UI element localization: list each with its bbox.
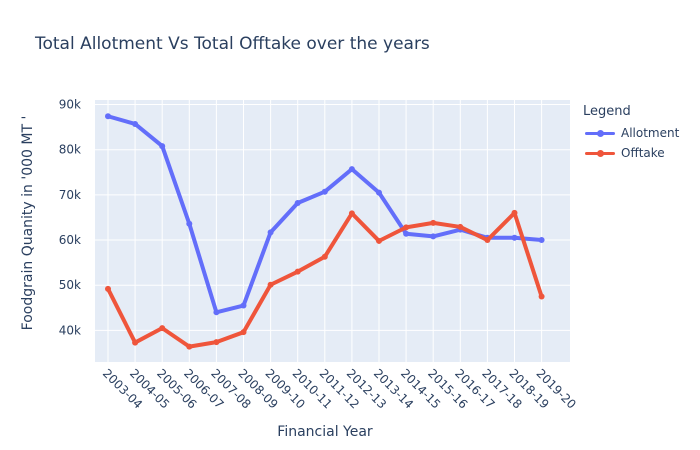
y-tick-label: 60k	[59, 233, 81, 247]
legend-item-offtake[interactable]: Offtake	[583, 143, 679, 163]
chart-title: Total Allotment Vs Total Offtake over th…	[35, 34, 430, 54]
data-point	[267, 229, 274, 236]
data-point	[511, 209, 518, 216]
y-tick-label: 90k	[59, 98, 81, 112]
data-point	[457, 223, 464, 230]
data-point	[186, 220, 193, 227]
data-point	[538, 293, 545, 300]
x-axis-ticks: 2003-042004-052005-062006-072007-082008-…	[100, 366, 579, 411]
y-axis-ticks: 40k 50k 60k 70k 80k 90k	[59, 98, 81, 338]
y-tick-label: 40k	[59, 323, 81, 337]
legend-label: Offtake	[621, 146, 665, 160]
data-point	[240, 302, 247, 309]
data-point	[376, 237, 382, 244]
data-point	[240, 329, 247, 336]
data-point	[430, 233, 437, 240]
data-point	[132, 339, 139, 346]
series-offtake	[105, 209, 545, 350]
legend-item-allotment[interactable]: Allotment	[583, 123, 679, 143]
data-point	[213, 309, 220, 316]
data-point	[430, 219, 437, 226]
legend: Legend Allotment Offtake	[583, 104, 679, 163]
plot-area	[95, 100, 570, 362]
data-point	[294, 268, 301, 275]
data-point	[105, 285, 111, 292]
y-tick-label: 80k	[59, 143, 81, 157]
data-point	[321, 253, 328, 260]
data-point	[403, 230, 410, 237]
legend-swatch	[583, 146, 617, 160]
data-point	[348, 166, 355, 173]
legend-title: Legend	[583, 104, 631, 119]
y-tick-label: 70k	[59, 188, 81, 202]
data-point	[538, 237, 545, 244]
data-point	[511, 234, 518, 241]
data-point	[484, 237, 491, 244]
data-point	[132, 120, 139, 127]
data-point	[348, 210, 355, 217]
y-axis-label: Foodgrain Quanity in '000 MT '	[20, 116, 36, 331]
data-point	[376, 189, 382, 196]
series-group	[105, 113, 545, 350]
data-point	[294, 199, 301, 206]
x-axis-label: Financial Year	[277, 424, 373, 440]
data-point	[105, 113, 111, 120]
data-point	[267, 281, 274, 288]
data-point	[159, 143, 166, 150]
data-point	[213, 339, 220, 346]
legend-swatch	[583, 126, 617, 140]
data-point	[186, 343, 193, 350]
data-point	[159, 325, 166, 332]
y-tick-label: 50k	[59, 278, 81, 292]
legend-label: Allotment	[621, 126, 680, 140]
data-point	[321, 188, 328, 195]
data-point	[403, 224, 410, 231]
